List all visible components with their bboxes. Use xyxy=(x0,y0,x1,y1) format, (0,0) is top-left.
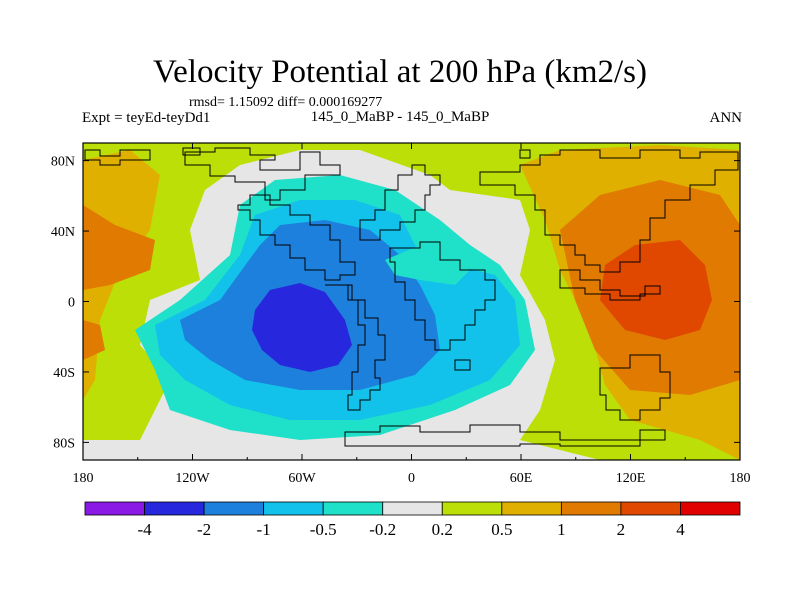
colorbar-swatch xyxy=(84,501,145,516)
colorbar-swatch xyxy=(620,501,681,516)
coastlines xyxy=(84,147,739,447)
season-label: ANN xyxy=(709,110,743,126)
colorbar-swatch xyxy=(322,501,384,516)
case-label: 145_0_MaBP - 145_0_MaBP xyxy=(310,109,490,125)
y-tick-label: 40S xyxy=(53,366,75,381)
colorbar-level-label: -4 xyxy=(137,520,152,539)
contour-east-2 xyxy=(600,240,712,340)
colorbar-level-label: -1 xyxy=(257,520,271,539)
contour-minus-2 xyxy=(252,283,352,372)
colorbar-swatch xyxy=(382,501,443,516)
colorbar-swatch xyxy=(263,501,324,516)
colorbar-level-label: 0.2 xyxy=(432,520,453,539)
colorbar-level-label: -2 xyxy=(197,520,211,539)
colorbar-level-label: -0.5 xyxy=(310,520,337,539)
contour-west-1b xyxy=(83,320,105,360)
experiment-label: Expt = teyEd-teyDd1 xyxy=(82,110,211,126)
colorbar-swatch xyxy=(501,501,562,516)
y-tick-label: 80S xyxy=(53,436,75,451)
y-tick-label: 40N xyxy=(51,225,75,240)
x-tick-label: 120W xyxy=(175,471,210,486)
y-tick-label: 80N xyxy=(51,155,75,170)
colorbar-swatch xyxy=(144,501,205,516)
contour-fills xyxy=(83,145,740,460)
contour-west-0.5 xyxy=(83,150,160,400)
x-tick-label: 60E xyxy=(510,471,533,486)
y-axis: 80N 40N 0 40S 80S xyxy=(51,155,740,451)
colorbar-level-label: -0.2 xyxy=(369,520,396,539)
contour-teal-pocket xyxy=(385,245,470,285)
x-tick-label: 60W xyxy=(288,471,316,486)
colorbar-level-label: 4 xyxy=(676,520,685,539)
colorbar-level-label: 1 xyxy=(557,520,566,539)
colorbar-level-label: 2 xyxy=(617,520,626,539)
colorbar-swatch xyxy=(680,501,741,516)
y-tick-label: 0 xyxy=(68,296,75,311)
contour-west-1 xyxy=(83,205,155,290)
x-tick-label: 180 xyxy=(73,471,94,486)
colorbar-swatch xyxy=(560,501,622,516)
colorbar: -4 -2 -1 -0.5 -0.2 0.2 0.5 1 2 4 xyxy=(84,501,741,539)
plot-area xyxy=(83,143,740,460)
stats-label: rmsd= 1.15092 diff= 0.000169277 xyxy=(189,95,383,110)
x-tick-label: 120E xyxy=(616,471,646,486)
colorbar-level-label: 0.5 xyxy=(491,520,512,539)
colorbar-swatch xyxy=(203,501,265,516)
chart-title: Velocity Potential at 200 hPa (km2/s) xyxy=(152,54,648,90)
x-axis: 180 120W 60W 0 60E 120E 180 xyxy=(73,143,751,486)
colorbar-swatch xyxy=(441,501,503,516)
x-tick-label: 180 xyxy=(730,471,751,486)
x-tick-label: 0 xyxy=(408,471,415,486)
